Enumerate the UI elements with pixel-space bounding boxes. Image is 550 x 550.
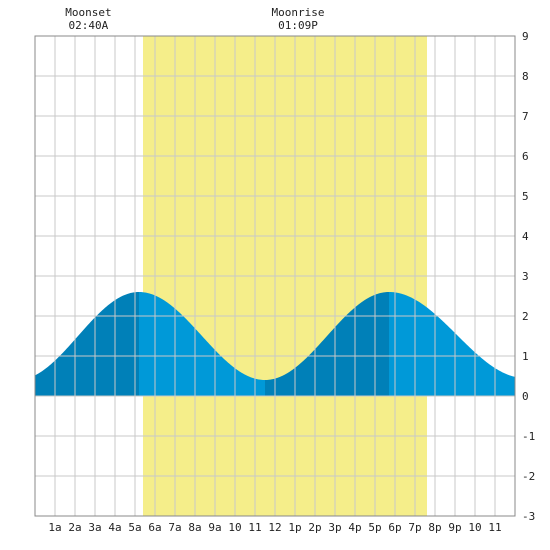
y-tick-label: 0 (522, 390, 529, 403)
y-tick-label: 7 (522, 110, 529, 123)
plot-frame (34, 35, 516, 517)
x-tick-label: 4p (348, 521, 361, 534)
x-tick-label: 9p (448, 521, 461, 534)
y-tick-label: -1 (522, 430, 535, 443)
y-tick-label: 3 (522, 270, 529, 283)
grid (35, 36, 515, 516)
x-tick-label: 3p (328, 521, 341, 534)
x-tick-label: 7a (168, 521, 181, 534)
y-tick-label: -2 (522, 470, 535, 483)
x-tick-label: 3a (88, 521, 101, 534)
moon-event-label: Moonset (65, 6, 111, 19)
x-tick-label: 5p (368, 521, 381, 534)
x-tick-label: 5a (128, 521, 141, 534)
moon-event-time: 02:40A (69, 19, 109, 32)
x-tick-label: 8a (188, 521, 201, 534)
y-tick-label: -3 (522, 510, 535, 523)
x-axis-ticks: 1a 2a 3a 4a 5a 6a 7a 8a 9a 10 11 12 1p 2p 3p 4p 5p 6p 7p 8p… (48, 521, 501, 534)
moon-event-time: 01:09P (278, 19, 318, 32)
x-tick-label: 8p (428, 521, 441, 534)
tide-area (35, 292, 515, 396)
x-tick-label: 7p (408, 521, 421, 534)
x-tick-label: 10 (468, 521, 481, 534)
x-tick-label: 1a (48, 521, 61, 534)
tide-band-3 (265, 292, 389, 396)
y-axis-ticks: -3 -2 -1 0 1 2 3 4 5 6 7 8 9 (522, 30, 535, 523)
x-tick-label: 12 (268, 521, 281, 534)
x-tick-label: 1p (288, 521, 301, 534)
tide-band-2 (139, 292, 265, 396)
y-tick-label: 5 (522, 190, 529, 203)
x-tick-label: 11 (488, 521, 501, 534)
y-tick-label: 1 (522, 350, 529, 363)
x-tick-label: 10 (228, 521, 241, 534)
plot-border (34, 35, 516, 517)
y-tick-label: 2 (522, 310, 529, 323)
x-tick-label: 11 (248, 521, 261, 534)
y-tick-label: 4 (522, 230, 529, 243)
y-tick-label: 8 (522, 70, 529, 83)
y-tick-label: 9 (522, 30, 529, 43)
x-tick-label: 2a (68, 521, 81, 534)
x-tick-label: 2p (308, 521, 321, 534)
y-tick-label: 6 (522, 150, 529, 163)
x-tick-label: 6p (388, 521, 401, 534)
tide-band-1 (35, 292, 139, 396)
moon-event-label: Moonrise (272, 6, 325, 19)
x-tick-label: 4a (108, 521, 121, 534)
tide-band-4 (389, 292, 515, 396)
x-tick-label: 9a (208, 521, 221, 534)
x-tick-label: 6a (148, 521, 161, 534)
